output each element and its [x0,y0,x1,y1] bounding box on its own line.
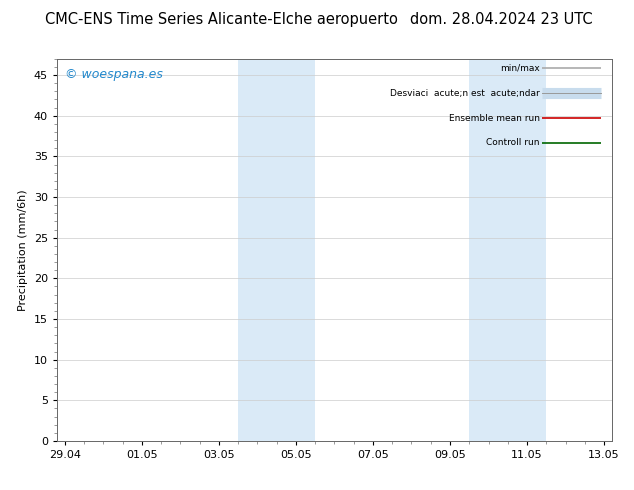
Bar [508,59,547,441]
Text: Controll run: Controll run [486,138,540,147]
Y-axis label: Precipitation (mm/6h): Precipitation (mm/6h) [18,189,29,311]
Bar [238,59,276,441]
Bar [276,59,315,441]
Text: min/max: min/max [500,64,540,73]
Text: © woespana.es: © woespana.es [65,69,164,81]
Text: Desviaci  acute;n est  acute;ndar: Desviaci acute;n est acute;ndar [390,89,540,98]
Bar [469,59,508,441]
Text: CMC-ENS Time Series Alicante-Elche aeropuerto: CMC-ENS Time Series Alicante-Elche aerop… [46,12,398,27]
Text: dom. 28.04.2024 23 UTC: dom. 28.04.2024 23 UTC [410,12,592,27]
Text: Ensemble mean run: Ensemble mean run [449,114,540,122]
